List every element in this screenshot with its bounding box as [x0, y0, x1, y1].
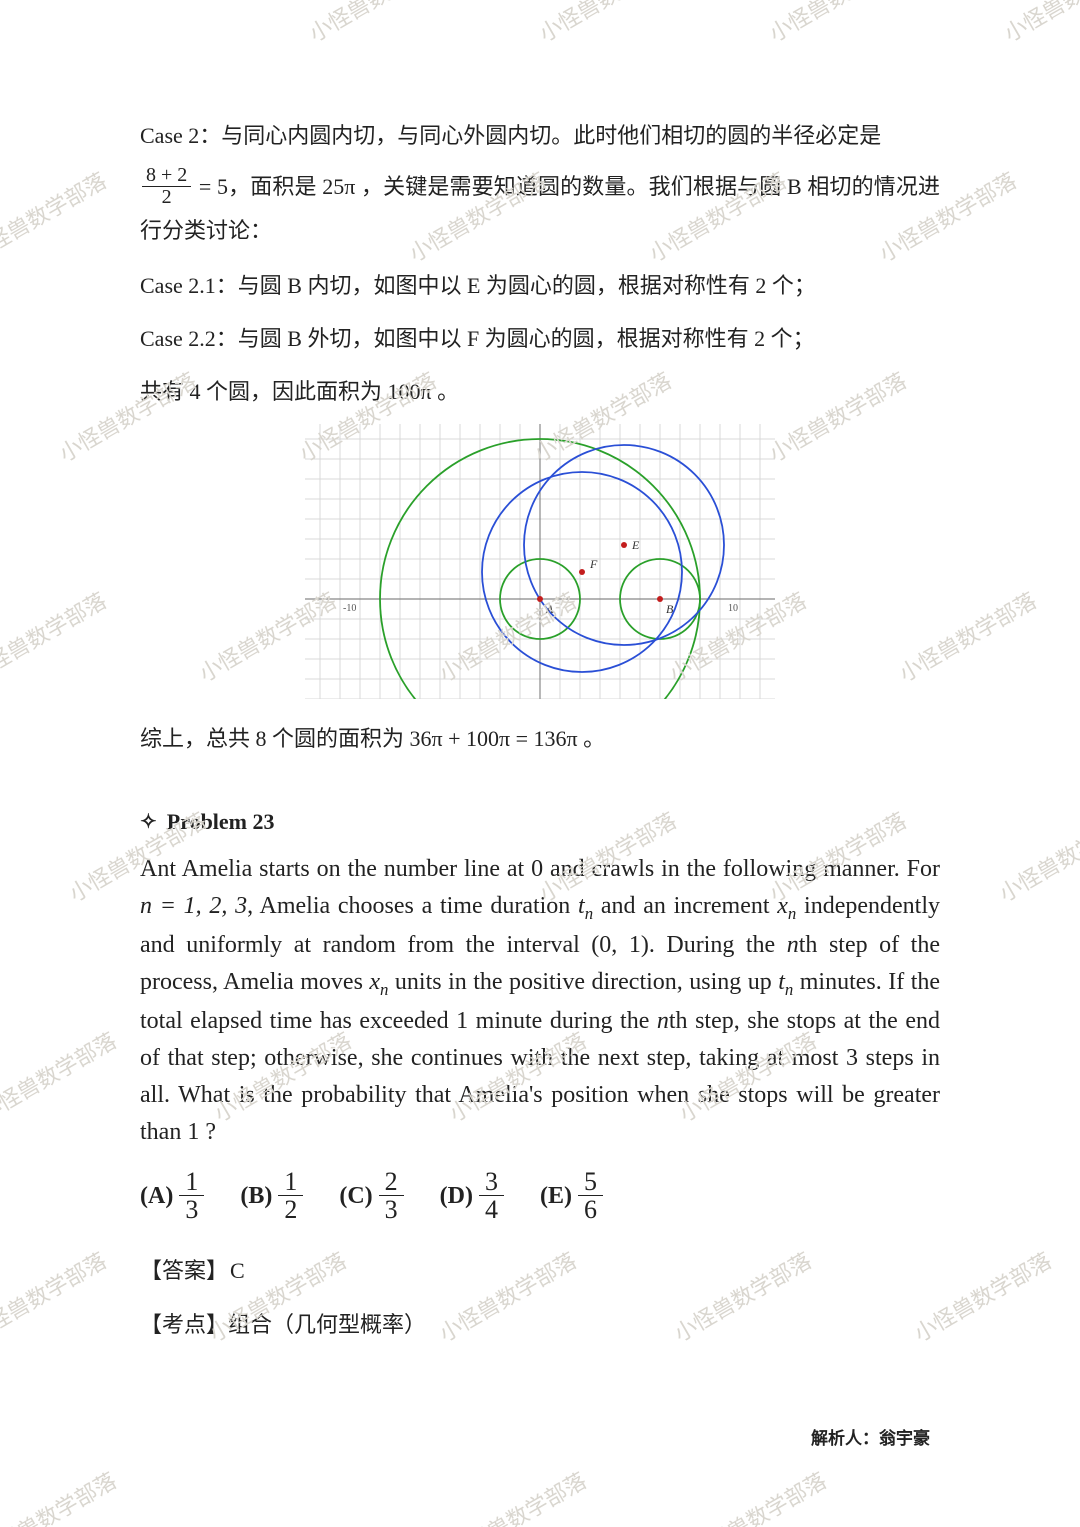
answer-value: C — [230, 1258, 245, 1283]
option-fraction: 34 — [479, 1168, 504, 1224]
case2-lead: Case 2：与同心内圆内切，与同心外圆内切。此时他们相切的圆的半径必定是 — [140, 115, 940, 158]
tn: tn — [578, 893, 593, 919]
n-vals: n = 1, 2, 3 — [140, 893, 247, 919]
svg-text:B: B — [666, 602, 674, 616]
watermark-text: 小怪兽数学部落 — [682, 1464, 831, 1527]
watermark-text: 小怪兽数学部落 — [302, 0, 451, 48]
problem-heading: ✧ Problem 23 — [140, 809, 940, 835]
option-label: (C) — [339, 1183, 372, 1209]
options-row: (A)13 (B)12 (C) 23 (D)34 (E)56 — [140, 1170, 940, 1226]
pt2: , Amelia chooses a time duration — [247, 893, 578, 919]
svg-text:-10: -10 — [343, 603, 356, 614]
watermark-text: 小怪兽数学部落 — [0, 1024, 122, 1129]
pt6: units in the positive direction, using u… — [388, 969, 778, 995]
topic-value: 组合（几何型概率） — [228, 1312, 426, 1337]
conclusion: 综上，总共 8 个圆的面积为 36π + 100π = 136π 。 — [140, 718, 940, 761]
svg-text:F: F — [589, 557, 598, 571]
xn: xn — [777, 893, 796, 919]
option: (C) 23 — [339, 1170, 405, 1226]
tn2: tn — [778, 969, 793, 995]
watermark-text: 小怪兽数学部落 — [442, 1464, 591, 1527]
case2-formula-line: 8 + 2 2 = 5，面积是 25π ，关键是需要知道圆的数量。我们根据与圆 … — [140, 166, 940, 253]
option: (A)13 — [140, 1170, 206, 1226]
diamond-icon: ✧ — [140, 811, 157, 833]
watermark-text: 小怪兽数学部落 — [992, 804, 1080, 909]
diagram-container: -10 10 A B E F — [140, 424, 940, 704]
case2-frac-num: 8 + 2 — [142, 165, 191, 187]
option-fraction: 23 — [379, 1168, 404, 1224]
svg-text:A: A — [545, 602, 554, 616]
answer-label: 【答案】 — [140, 1258, 228, 1283]
option-label: (B) — [240, 1183, 272, 1209]
pt3: and an increment — [593, 893, 777, 919]
page: 小怪兽数学部落小怪兽数学部落小怪兽数学部落小怪兽数学部落小怪兽数学部落小怪兽数学… — [0, 0, 1080, 1527]
case2-frac-den: 2 — [142, 187, 191, 208]
svg-text:10: 10 — [728, 603, 738, 614]
case2-fraction: 8 + 2 2 — [142, 165, 191, 208]
option: (E)56 — [540, 1170, 605, 1226]
option: (B)12 — [240, 1170, 305, 1226]
watermark-text: 小怪兽数学部落 — [0, 584, 112, 689]
case2-2: Case 2.2：与圆 B 外切，如图中以 F 为圆心的圆，根据对称性有 2 个… — [140, 318, 940, 361]
footer-author: 解析人：翁宇豪 — [811, 1424, 930, 1449]
option-label: (A) — [140, 1183, 173, 1209]
option-fraction: 13 — [179, 1168, 204, 1224]
xn2: xn — [369, 969, 388, 995]
svg-text:E: E — [631, 538, 640, 552]
watermark-text: 小怪兽数学部落 — [0, 1464, 122, 1527]
watermark-text: 小怪兽数学部落 — [532, 0, 681, 48]
case2-eq: = 5 — [193, 174, 228, 199]
case2-total4: 共有 4 个圆，因此面积为 100π 。 — [140, 371, 940, 414]
watermark-text: 小怪兽数学部落 — [0, 1244, 112, 1349]
option-label: (D) — [440, 1183, 473, 1209]
circle-diagram: -10 10 A B E F — [305, 424, 775, 699]
nth2: n — [657, 1008, 669, 1034]
topic-label: 【考点】 — [140, 1312, 228, 1337]
problem-heading-text: Problem 23 — [167, 809, 275, 834]
answer-line: 【答案】C — [140, 1253, 940, 1285]
pt1: Ant Amelia starts on the number line at … — [140, 856, 940, 882]
topic-line: 【考点】组合（几何型概率） — [140, 1307, 940, 1339]
case2-lead-text: Case 2：与同心内圆内切，与同心外圆内切。此时他们相切的圆的半径必定是 — [140, 123, 881, 148]
option-fraction: 12 — [278, 1168, 303, 1224]
nth1: n — [787, 932, 799, 958]
case2-1: Case 2.1：与圆 B 内切，如图中以 E 为圆心的圆，根据对称性有 2 个… — [140, 265, 940, 308]
problem-text: Ant Amelia starts on the number line at … — [140, 851, 940, 1152]
watermark-text: 小怪兽数学部落 — [0, 164, 112, 269]
option-fraction: 56 — [578, 1168, 603, 1224]
option-label: (E) — [540, 1183, 572, 1209]
watermark-text: 小怪兽数学部落 — [762, 0, 911, 48]
watermark-text: 小怪兽数学部落 — [997, 0, 1080, 48]
case2-after-frac: ，面积是 25π ，关键是需要知道圆的数量。我们根据与圆 B 相切的情况进行分类… — [140, 174, 940, 243]
option: (D)34 — [440, 1170, 506, 1226]
